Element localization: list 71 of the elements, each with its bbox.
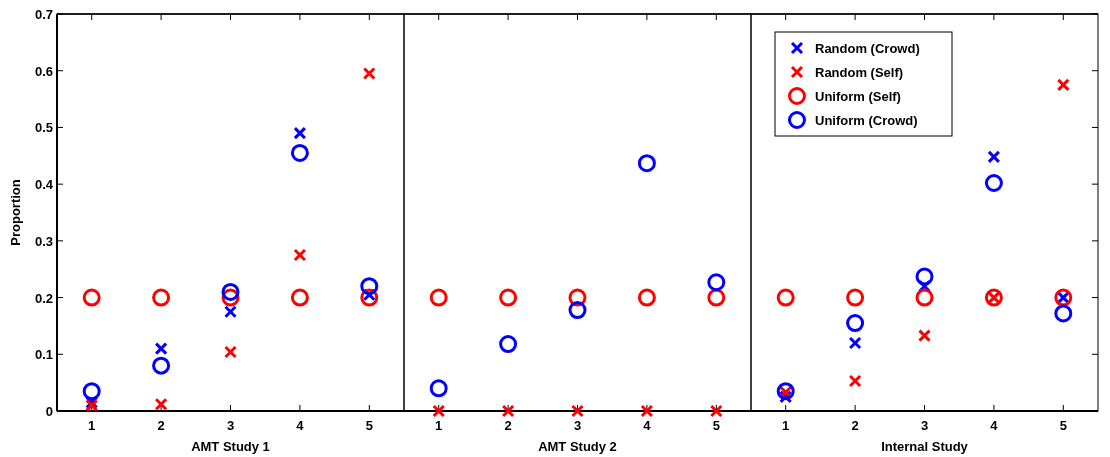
legend-label: Uniform (Self) [815, 89, 901, 104]
x-tick-label: 4 [643, 418, 652, 433]
y-tick-label: 0 [45, 404, 53, 419]
point [432, 404, 446, 418]
x-tick-label: 5 [365, 418, 373, 433]
point [984, 174, 1003, 193]
point [429, 288, 448, 307]
x-tick-label: 4 [990, 418, 999, 433]
legend-label: Uniform (Crowd) [815, 113, 918, 128]
point [846, 314, 865, 333]
point [776, 288, 795, 307]
x-tick-label: 1 [88, 418, 96, 433]
x-tick-label: 3 [226, 418, 235, 433]
x-axis-title: AMT Study 2 [538, 439, 617, 454]
point [154, 342, 168, 356]
x-tick-label: 1 [435, 418, 443, 433]
y-tick-label: 0.5 [34, 120, 53, 136]
point [501, 404, 515, 418]
x-tick-label: 2 [504, 418, 512, 433]
point [82, 288, 101, 307]
x-axis-title: AMT Study 1 [191, 439, 270, 454]
point [499, 288, 518, 307]
x-tick-label: 3 [573, 418, 582, 433]
point [1054, 304, 1073, 323]
point [290, 143, 309, 162]
point [224, 305, 237, 319]
x-tick-label: 2 [851, 418, 859, 433]
point [987, 150, 1001, 164]
point [709, 404, 723, 418]
x-tick-label: 5 [712, 418, 720, 433]
point [290, 288, 309, 307]
point [568, 301, 587, 320]
y-tick-label: 0.4 [34, 177, 54, 193]
legend-label: Random (Self) [815, 65, 904, 80]
x-axis-title: Internal Study [881, 439, 969, 454]
point [82, 382, 101, 401]
point [499, 335, 518, 354]
point [429, 379, 448, 398]
point [152, 356, 171, 375]
x-tick-label: 3 [920, 418, 929, 433]
x-tick-label: 1 [782, 418, 790, 433]
point [224, 345, 237, 359]
y-tick-label: 0.7 [34, 7, 53, 22]
y-tick-label: 0.6 [34, 63, 53, 79]
x-tick-label: 5 [1059, 418, 1067, 433]
legend-label: Random (Crowd) [815, 41, 920, 56]
point [846, 288, 865, 307]
point [915, 288, 934, 307]
point [362, 67, 376, 81]
y-tick-label: 0.2 [34, 290, 53, 306]
point [1056, 78, 1070, 92]
y-axis-title: Proportion [8, 179, 23, 246]
point [640, 404, 654, 418]
point [637, 288, 656, 307]
point [293, 248, 307, 262]
point [221, 282, 240, 301]
point [637, 154, 656, 173]
point [360, 277, 379, 296]
x-tick-label: 4 [296, 418, 305, 433]
point [154, 397, 168, 411]
point [848, 336, 862, 350]
y-tick-label: 0.3 [34, 233, 53, 249]
point [918, 329, 931, 343]
point [848, 374, 862, 388]
point [293, 126, 307, 140]
x-tick-label: 2 [157, 418, 165, 433]
point [707, 273, 726, 292]
point [152, 288, 171, 307]
point [915, 267, 934, 286]
y-tick-label: 0.1 [34, 347, 53, 363]
point [571, 404, 584, 418]
